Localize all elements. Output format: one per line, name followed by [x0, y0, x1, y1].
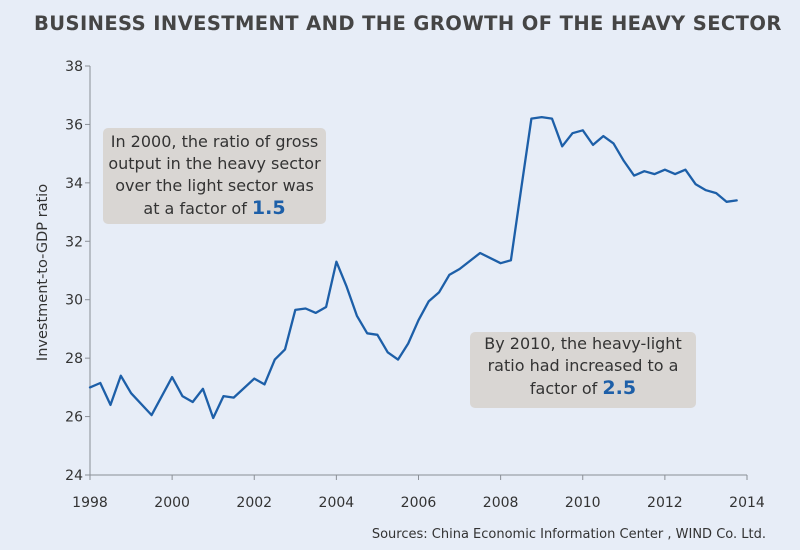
x-tick-label: 2008 — [483, 495, 519, 511]
x-tick-label: 2010 — [565, 495, 601, 511]
annotation-line: over the light sector was — [115, 176, 314, 195]
y-tick-label: 28 — [65, 351, 83, 367]
x-tick-label: 2002 — [236, 495, 272, 511]
y-tick-label: 34 — [65, 176, 83, 192]
annotation-line: ratio had increased to a — [487, 356, 679, 375]
x-tick-label: 2006 — [401, 495, 437, 511]
y-tick-label: 26 — [65, 410, 83, 426]
y-axis-title: Investment-to-GDP ratio — [35, 184, 51, 361]
annotation-value: 1.5 — [251, 197, 286, 219]
y-tick-label: 30 — [65, 293, 83, 309]
y-tick-label: 32 — [65, 234, 83, 250]
x-tick-label: 2000 — [154, 495, 190, 511]
x-ticks: 1998 2000 2002 2004 2006 2008 2010 2012 2014 — [72, 475, 765, 511]
annotation-2010: By 2010, the heavy-light ratio had incre… — [470, 332, 696, 408]
annotation-2000: In 2000, the ratio of gross output in th… — [103, 128, 326, 224]
annotation-prefix: factor of — [529, 379, 603, 398]
annotation-line: By 2010, the heavy-light — [484, 334, 682, 353]
y-tick-label: 36 — [65, 117, 83, 133]
x-tick-label: 2004 — [319, 495, 355, 511]
x-tick-label: 2014 — [729, 495, 765, 511]
annotation-value: 2.5 — [602, 377, 637, 399]
annotation-prefix: at a factor of — [143, 199, 252, 218]
y-ticks: 24 26 28 30 32 34 36 38 — [65, 59, 90, 484]
x-tick-label: 1998 — [72, 495, 108, 511]
x-tick-label: 2012 — [647, 495, 683, 511]
series-group — [88, 115, 738, 420]
y-tick-label: 24 — [65, 468, 83, 484]
annotation-line: output in the heavy sector — [108, 154, 321, 173]
source-note: Sources: China Economic Information Cent… — [371, 527, 766, 542]
y-tick-label: 38 — [65, 59, 83, 75]
chart-title: BUSINESS INVESTMENT AND THE GROWTH OF TH… — [34, 12, 782, 35]
annotation-line: In 2000, the ratio of gross — [110, 132, 319, 151]
series-line — [88, 115, 738, 420]
